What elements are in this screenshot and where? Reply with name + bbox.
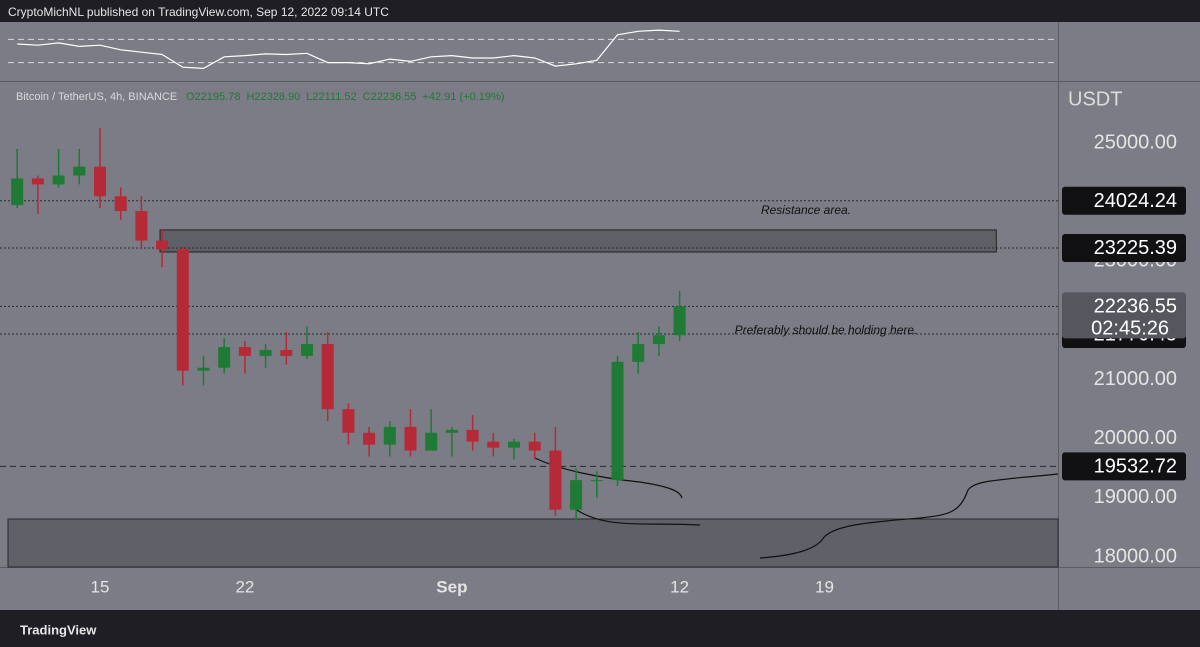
candle-body [114, 196, 127, 211]
candle-body [156, 240, 169, 250]
candle-body [31, 178, 44, 185]
legend-item: +42.91 (+0.19%) [422, 91, 504, 103]
candle-body [259, 349, 272, 356]
candle-body [73, 166, 86, 176]
x-tick-label: 19 [815, 577, 834, 596]
y-axis-unit: USDT [1068, 88, 1122, 110]
y-tick-label: 25000.00 [1094, 131, 1177, 153]
legend-item: L22111.52 [306, 91, 356, 103]
last-price-box [1062, 292, 1186, 339]
candle-body [197, 367, 210, 371]
candle-body [652, 335, 665, 345]
legend-item: C22236.55 [363, 91, 417, 103]
x-tick-label: 22 [235, 577, 254, 596]
volume-band [7, 518, 1059, 568]
price-label: 24024.24 [1094, 190, 1177, 212]
price-label-box [1062, 186, 1186, 215]
x-tick-label: 15 [91, 577, 110, 596]
candle-body [590, 480, 603, 482]
candle-body [528, 441, 541, 451]
candle-body [549, 450, 562, 510]
candle-body [342, 409, 355, 433]
candle-body [445, 429, 458, 433]
candle-body [11, 178, 24, 206]
rsi-line [17, 29, 680, 70]
candle-body [611, 361, 624, 481]
candle-body [176, 249, 189, 371]
candle-body [363, 432, 376, 445]
last-price-label: 22236.55 [1094, 296, 1177, 318]
candle-body [94, 166, 106, 197]
countdown-label: 02:45:26 [1091, 318, 1169, 340]
x-tick-label: Sep [436, 577, 467, 596]
price-label: 23225.39 [1094, 237, 1177, 259]
resistance-zone [159, 229, 997, 253]
candle-body [218, 347, 231, 368]
candle-body [383, 426, 396, 445]
annotation: Preferably should be holding here. [735, 323, 918, 337]
candle-body [238, 347, 251, 356]
candle-body [570, 480, 583, 510]
candle-body [508, 441, 520, 448]
candle-body [632, 344, 645, 362]
candle-body [404, 426, 417, 451]
candle-body [466, 429, 479, 442]
y-tick-label: 19000.00 [1094, 486, 1177, 508]
footer-brand: TradingView [20, 622, 97, 637]
candle-body [135, 210, 148, 241]
candle-body [673, 306, 686, 336]
y-tick-label: 18000.00 [1094, 545, 1177, 567]
candle-body [321, 344, 334, 410]
legend-item: H22328.90 [246, 91, 300, 103]
price-label: 19532.72 [1094, 456, 1177, 478]
y-tick-label: 20000.00 [1094, 427, 1177, 449]
candle-body [301, 344, 313, 356]
header-text: CryptoMichNL published on TradingView.co… [8, 5, 389, 19]
candle-body [425, 432, 438, 451]
volume-profile [569, 473, 1059, 559]
candle-body [280, 349, 293, 356]
candle-body [487, 441, 500, 448]
chart-area [0, 22, 1200, 610]
price-label-box [1062, 233, 1186, 262]
price-label-box [1062, 452, 1186, 481]
legend-items: O22195.78 H22328.90 L22111.52 C22236.55 +42.… [186, 91, 504, 103]
legend-symbol: Bitcoin / TetherUS, 4h, BINANCE [16, 91, 177, 103]
x-tick-label: 12 [670, 577, 689, 596]
legend-item: O22195.78 [186, 91, 240, 103]
annotation: Resistance area. [761, 203, 851, 217]
candle-body [52, 175, 65, 185]
y-tick-label: 21000.00 [1094, 368, 1177, 390]
